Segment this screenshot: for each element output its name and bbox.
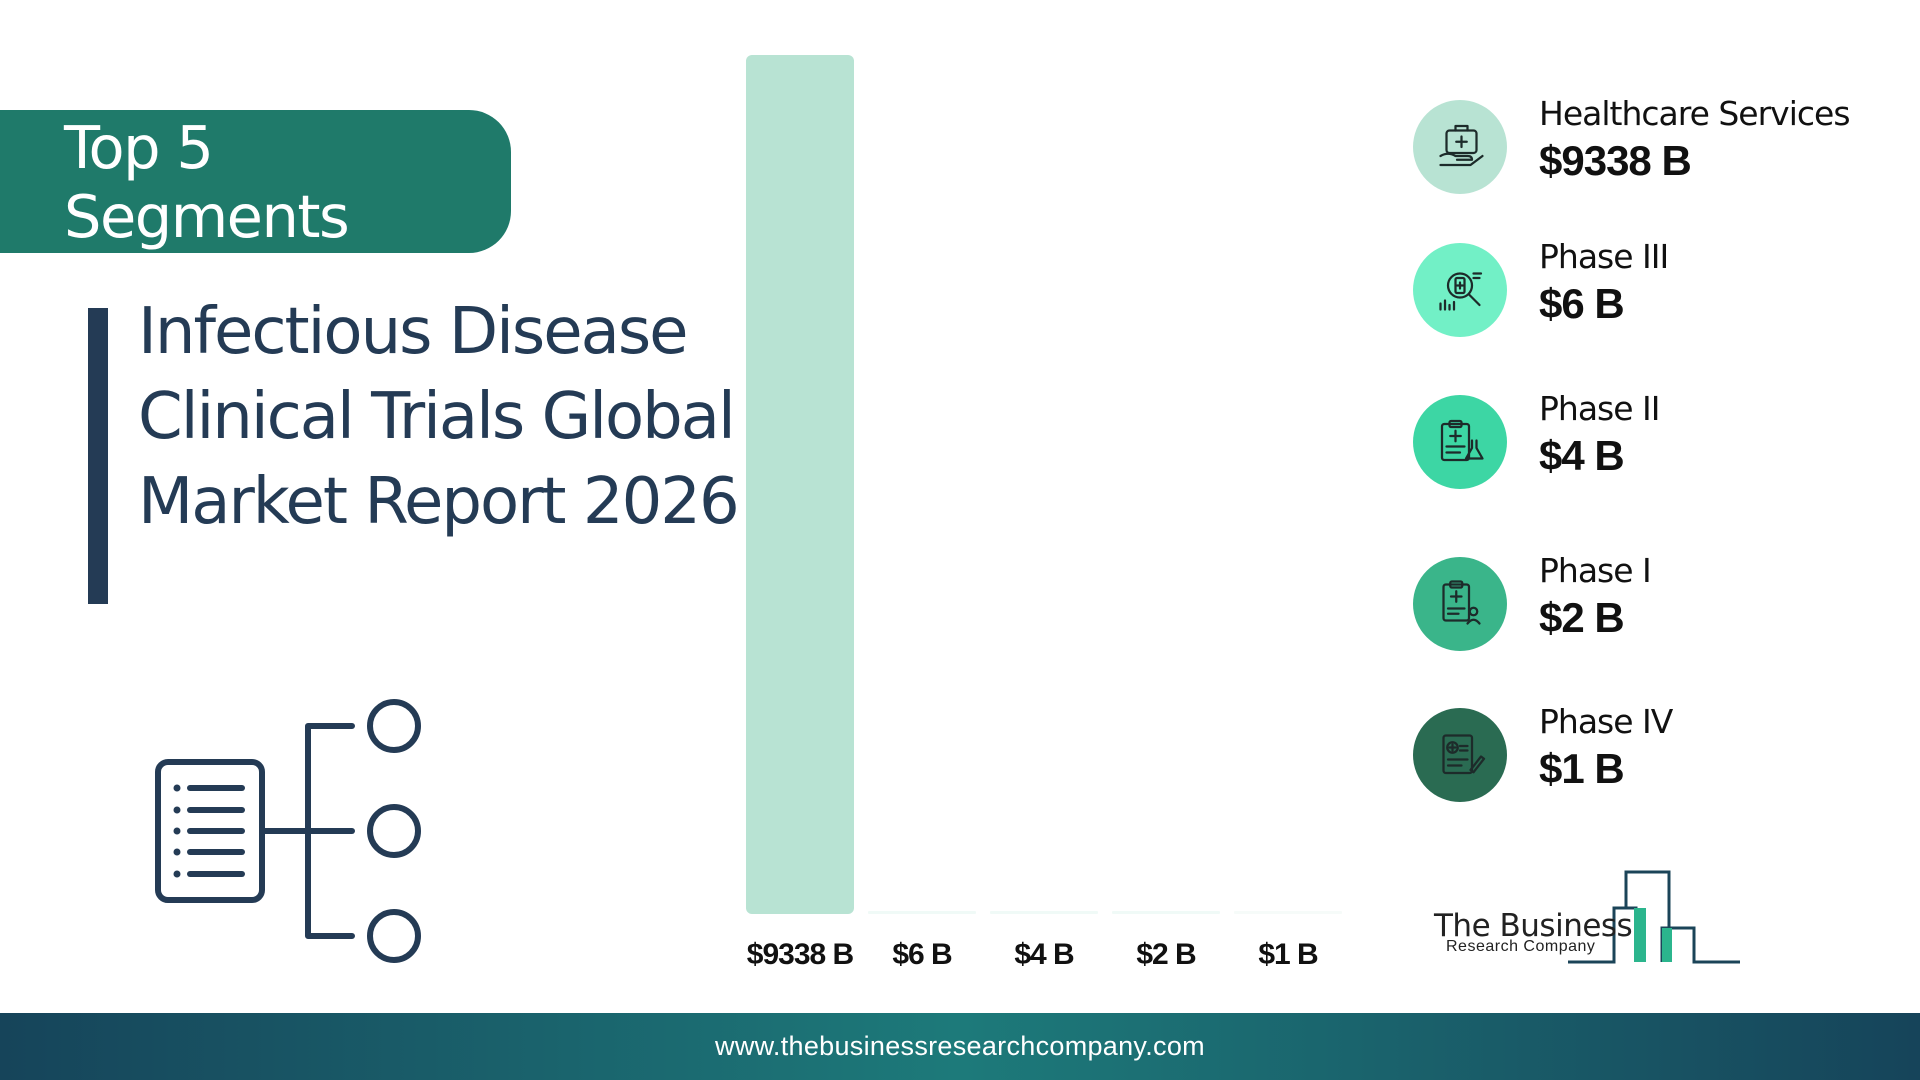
report-title-line-3: Market Report 2026 bbox=[138, 465, 740, 539]
legend-name: Phase IV bbox=[1539, 702, 1673, 741]
legend-value: $2 B bbox=[1539, 594, 1625, 641]
top-segments-badge: Top 5 Segments bbox=[0, 110, 511, 253]
badge-label: Top 5 Segments bbox=[64, 112, 350, 251]
legend-name: Phase III bbox=[1539, 237, 1669, 276]
bar-value-label: $6 B bbox=[892, 938, 952, 971]
report-title-line-1: Infectious Disease bbox=[138, 295, 689, 369]
report-pen-icon bbox=[1413, 708, 1507, 802]
segments-bar-chart: $9338 B $6 B $4 B $2 B $1 B bbox=[746, 55, 1342, 971]
magnifier-vial-icon bbox=[1413, 243, 1507, 337]
bar-value-label: $2 B bbox=[1136, 938, 1196, 971]
bar-phase-iii bbox=[868, 911, 976, 914]
bar-healthcare-services bbox=[746, 55, 854, 914]
legend-value: $6 B bbox=[1539, 280, 1625, 327]
bar-value-label: $9338 B bbox=[747, 938, 854, 971]
bar-value-label: $4 B bbox=[1014, 938, 1074, 971]
segments-tree-icon bbox=[155, 699, 421, 963]
clipboard-people-icon bbox=[1413, 557, 1507, 651]
legend-value: $1 B bbox=[1539, 745, 1625, 792]
logo-line-1: The Business bbox=[1434, 908, 1633, 944]
legend-value: $4 B bbox=[1539, 432, 1625, 479]
logo-skyline-icon bbox=[1568, 870, 1740, 964]
report-title: Infectious Disease Clinical Trials Globa… bbox=[138, 290, 740, 545]
bar-phase-iv bbox=[1234, 911, 1342, 914]
legend-name: Phase I bbox=[1539, 551, 1652, 590]
legend-value: $9338 B bbox=[1539, 137, 1692, 184]
bar-phase-i bbox=[1112, 911, 1220, 914]
bar-value-label: $1 B bbox=[1258, 938, 1318, 971]
bar-phase-ii bbox=[990, 911, 1098, 914]
hand-medical-kit-icon bbox=[1413, 100, 1507, 194]
logo-line-2: Research Company bbox=[1446, 938, 1596, 955]
title-accent-bar bbox=[88, 308, 108, 604]
legend-name: Healthcare Services bbox=[1539, 94, 1851, 133]
report-title-line-2: Clinical Trials Global bbox=[138, 380, 736, 454]
footer-bar: www.thebusinessresearchcompany.com bbox=[0, 1013, 1920, 1080]
footer-url[interactable]: www.thebusinessresearchcompany.com bbox=[715, 1031, 1205, 1061]
legend-name: Phase II bbox=[1539, 389, 1660, 428]
clipboard-flask-icon bbox=[1413, 395, 1507, 489]
